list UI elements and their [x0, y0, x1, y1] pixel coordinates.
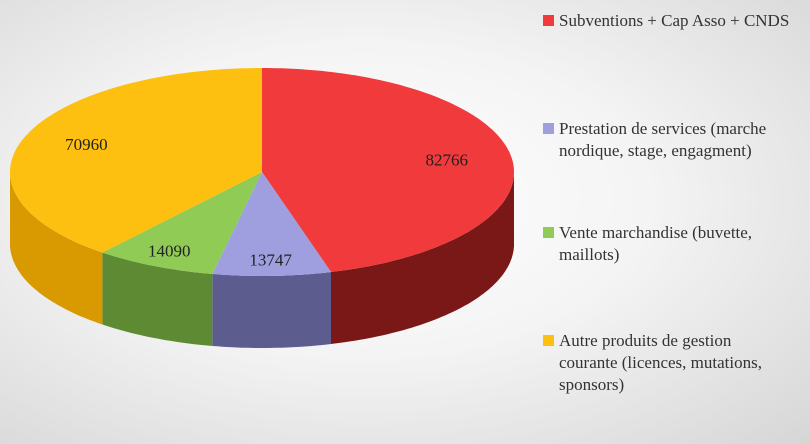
legend-label: Vente marchandise (buvette, maillots) — [559, 223, 753, 264]
legend-item: Prestation de services (marche nordique,… — [543, 118, 791, 162]
legend-item: Autre produits de gestion courante (lice… — [543, 330, 791, 396]
data-label: 82766 — [425, 150, 468, 169]
pie-side — [212, 272, 331, 348]
data-label: 70960 — [65, 135, 108, 154]
data-label: 13747 — [249, 250, 292, 269]
pie-side — [102, 252, 213, 346]
legend-label: Autre produits de gestion courante (lice… — [559, 331, 762, 394]
legend-swatch — [543, 227, 554, 238]
legend-item: Subventions + Cap Asso + CNDS — [543, 10, 791, 32]
pie-side — [10, 172, 103, 325]
legend-item: Vente marchandise (buvette, maillots) — [543, 222, 791, 266]
pie-slice — [262, 68, 514, 272]
chart: 82766 13747 14090 70960 — [10, 68, 514, 348]
data-label: 14090 — [148, 242, 191, 261]
pie-slice — [102, 172, 263, 274]
pie-side — [331, 172, 514, 344]
legend-swatch — [543, 123, 554, 134]
legend-swatch — [543, 15, 554, 26]
legend-label: Subventions + Cap Asso + CNDS — [559, 11, 790, 30]
legend-label: Prestation de services (marche nordique,… — [559, 119, 767, 160]
pie-slice — [212, 172, 331, 276]
pie-slice — [10, 68, 262, 253]
legend-swatch — [543, 335, 554, 346]
legend: Subventions + Cap Asso + CNDS Prestation … — [543, 0, 808, 444]
